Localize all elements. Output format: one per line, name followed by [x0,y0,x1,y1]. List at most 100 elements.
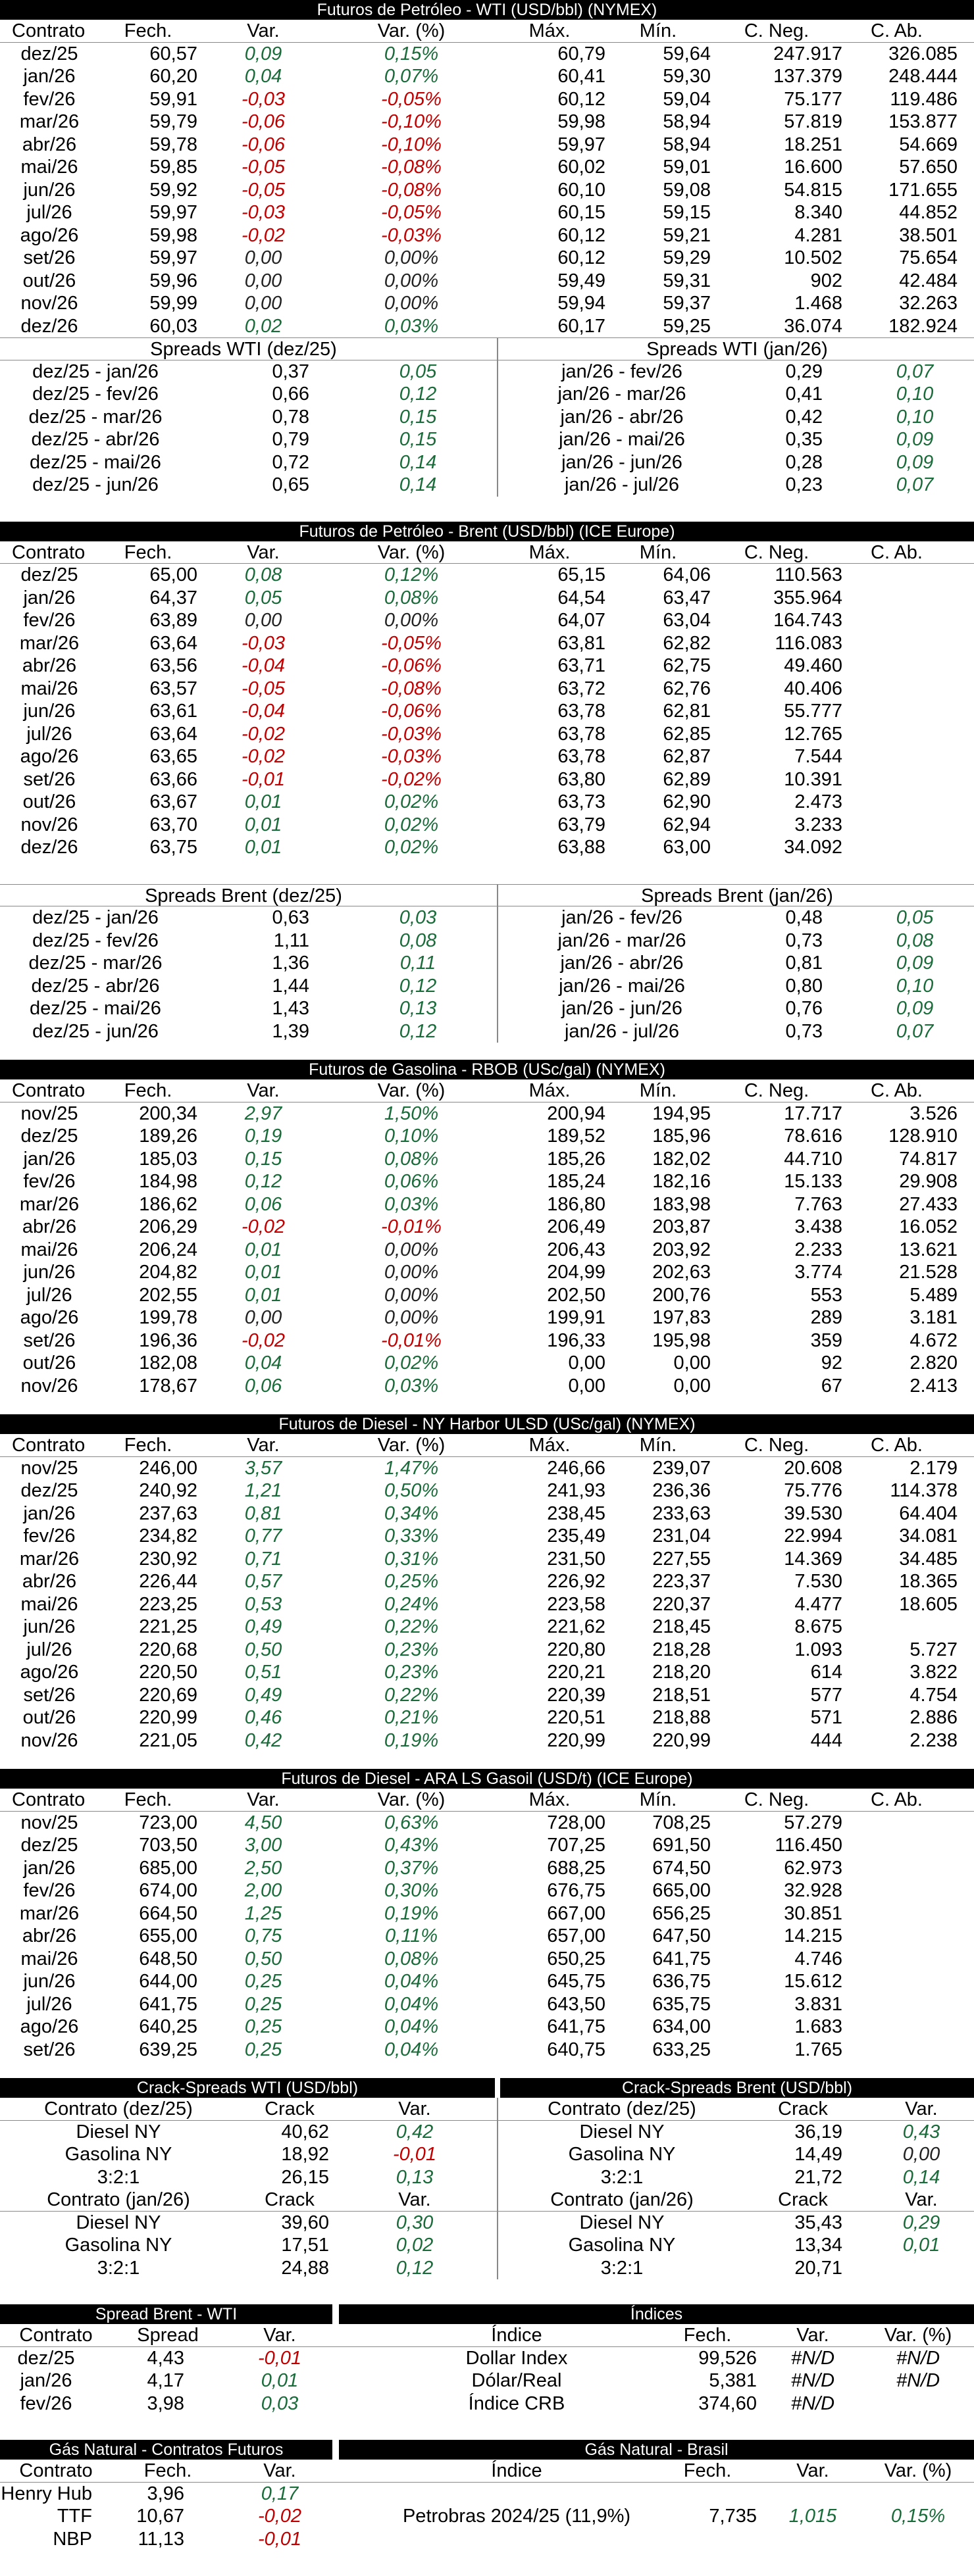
brent-cell: 64,06 [663,564,711,585]
ulsd-cell: 0,33% [384,1525,439,1547]
rbob-cell: 202,63 [652,1262,711,1283]
rbob-cell: 0,00 [673,1375,711,1397]
gas-header-row: Contrato Fech. Var. Índice Fech. Var. Var. (%) [0,2460,974,2483]
rbob-cell: 0,02% [384,1352,439,1374]
gasoil-cell: 3.831 [794,1993,842,2015]
ulsd-cell: 1.093 [794,1639,842,1660]
gasoil-cell: 3,00 [244,1835,282,1856]
gasoil-row: jul/26 641,75 0,25 0,04% 643,50 635,75 3.831 [0,1993,974,2016]
wti-spread-right-name: jan/26 - mar/26 [557,384,686,405]
crack-left-var: 0,42 [396,2121,434,2143]
brent-cell: 0,00 [244,610,282,631]
wti-cell: jan/26 [23,66,76,87]
gasoil-cell: 691,50 [652,1835,711,1856]
rbob-cell: abr/26 [22,1216,77,1237]
ulsd-cell: fev/26 [23,1525,76,1547]
brent-cell: 0,12% [384,564,439,585]
gasoil-cell: 708,25 [652,1812,711,1833]
crack-header-row: Contrato (dez/25) Crack Var. Contrato (dez/… [0,2098,974,2121]
gasoil-cell: 1.765 [794,2039,842,2060]
wti-cell: -0,05 [241,157,286,178]
rbob-cell: 199,91 [547,1307,605,1328]
wti-spread-row: dez/25 - mai/26 0,72 0,14 jan/26 - jun/26 0,… [0,451,974,474]
rbob-cell: 185,26 [547,1148,605,1170]
brent-cell: -0,02 [241,723,286,745]
gasoil-cell: 667,00 [547,1902,605,1924]
spread-value: 3,98 [147,2392,184,2414]
brent-cell: -0,05 [241,678,286,699]
wti-cell: -0,05% [381,202,442,223]
rbob-title: Futuros de Gasolina - RBOB (USc/gal) (NY… [0,1060,974,1079]
wti-col-header: Fech. [124,20,172,41]
wti-cell: -0,08% [381,157,442,178]
crack-left-var: 0,13 [396,2166,434,2188]
brent-spread-row: dez/25 - mar/26 1,36 0,11 jan/26 - abr/26 0,… [0,952,974,975]
rbob-cell: 0,00 [244,1307,282,1328]
brent-cell: 63,57 [149,678,197,699]
wti-spread-left-value: 0,72 [272,451,309,473]
rbob-row: dez/25 189,26 0,19 0,10% 189,52 185,96 78.616 1… [0,1125,974,1148]
wti-cell: 59,31 [663,270,711,291]
wti-cell: 59,25 [663,315,711,337]
rbob-cell: 202,55 [139,1284,197,1306]
wti-spread-left-var: 0,14 [399,474,437,495]
gasoil-row: fev/26 674,00 2,00 0,30% 676,75 665,00 32.928 [0,1879,974,1902]
gas-brasil-col-header: Var. [796,2460,829,2481]
wti-cell: 59,37 [663,293,711,314]
ulsd-cell: 220,68 [139,1639,197,1660]
brent-cell: 0,08 [244,564,282,585]
wti-cell: 16.600 [784,157,842,178]
rbob-cell: 202,50 [547,1284,605,1306]
ulsd-row: abr/26 226,44 0,57 0,25% 226,92 223,37 7.530 18… [0,1570,974,1593]
brent-cell: 64,37 [149,587,197,608]
rbob-cell: 200,76 [652,1284,711,1306]
brent-cell: -0,03% [381,723,442,745]
rbob-cell: 0,06 [244,1375,282,1397]
gasoil-cell: 641,75 [139,1993,197,2015]
brent-spread-right-var: 0,10 [896,975,934,997]
wti-cell: 60,57 [149,43,197,64]
brent-spread-left-var: 0,11 [399,953,436,974]
rbob-cell: 13.621 [899,1239,958,1260]
wti-spread-left-name: dez/25 - jan/26 [32,360,159,382]
brent-spread-left-value: 1,39 [272,1020,309,1042]
rbob-cell: 206,43 [547,1239,605,1260]
wti-cell: 57.819 [784,111,842,132]
rbob-cell: 196,33 [547,1329,605,1351]
gasoil-cell: 685,00 [139,1857,197,1879]
ulsd-cell: 223,58 [547,1593,605,1615]
rbob-cell: 0,00% [384,1284,439,1306]
wti-spreads: Spreads WTI (dez/25) Spreads WTI (jan/26)… [0,337,974,497]
crack-left-value: 18,92 [281,2144,329,2165]
ulsd-row: out/26 220,99 0,46 0,21% 220,51 218,88 571 2.88… [0,1706,974,1729]
wti-spreads-titles: Spreads WTI (dez/25) Spreads WTI (jan/26) [0,337,974,360]
ulsd-cell: 34.485 [899,1548,958,1570]
gasoil-cell: mar/26 [19,1902,80,1924]
brent-cell: 63,61 [149,701,197,722]
ulsd-cell: 39.530 [784,1502,842,1524]
ulsd-cell: 18.365 [899,1571,958,1592]
brent-spread-right-var: 0,08 [896,929,934,951]
wti-row: abr/26 59,78 -0,06 -0,10% 59,97 58,94 18.251 54… [0,134,974,157]
rbob-cell: 0,01 [244,1262,282,1283]
brent-cell: 63,65 [149,746,197,767]
rbob-col-header: Máx. [528,1080,571,1101]
ulsd-cell: 0,77 [244,1525,282,1547]
brent-cell: 65,15 [557,564,605,585]
brent-cell: jul/26 [26,723,72,745]
rbob-cell: out/26 [22,1352,76,1374]
wti-cell: jun/26 [23,179,76,201]
wti-cell: dez/25 [20,43,78,64]
brent-cell: 62,89 [663,768,711,790]
rbob-row: out/26 182,08 0,04 0,02% 0,00 0,00 92 2.820 [0,1352,974,1375]
ulsd-cell: 64.404 [899,1502,958,1524]
ulsd-cell: 0,22% [384,1616,439,1637]
spread-contract: dez/25 [17,2347,75,2369]
rbob-cell: 183,98 [652,1193,711,1215]
wti-cell: 60,15 [557,202,605,223]
brent-cell: 62,87 [663,746,711,767]
rbob-row: fev/26 184,98 0,12 0,06% 185,24 182,16 15.133 2… [0,1170,974,1193]
index-name: Dólar/Real [471,2370,562,2391]
rbob-cell: 204,99 [547,1262,605,1283]
crack-left-header: Contrato (jan/26) [47,2189,190,2210]
